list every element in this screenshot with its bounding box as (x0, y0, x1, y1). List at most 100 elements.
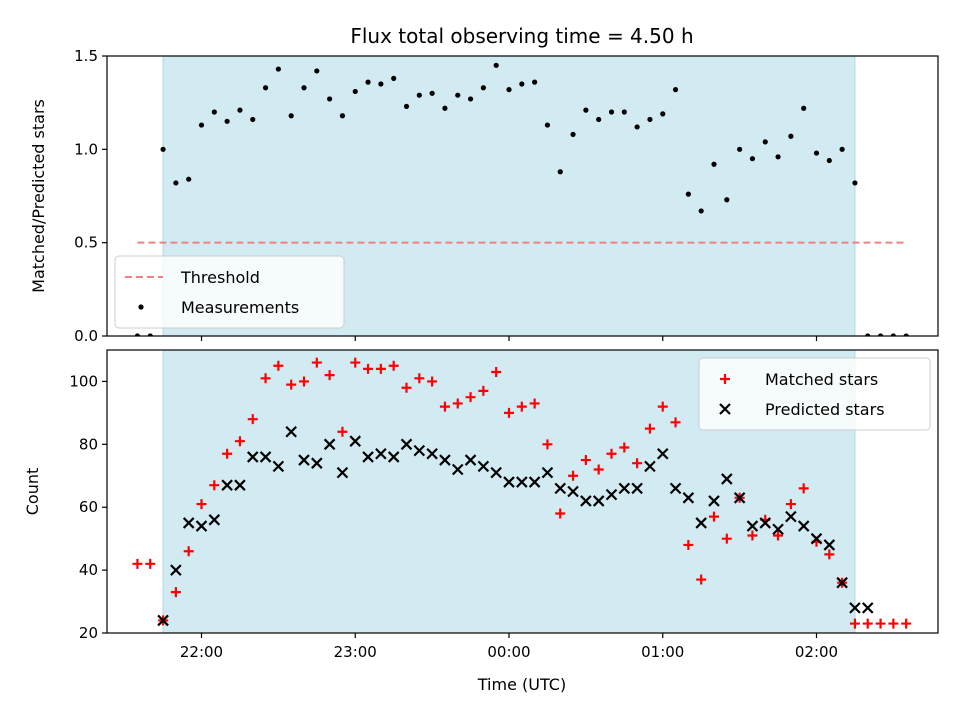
data-point (426, 447, 438, 460)
data-point (480, 85, 486, 91)
data-point (672, 87, 679, 93)
data-point (427, 376, 438, 387)
legend-label: Threshold (180, 268, 260, 287)
data-point (724, 197, 730, 203)
data-point (506, 87, 512, 93)
data-point (337, 426, 348, 437)
data-point (746, 520, 759, 532)
y-tick-label: 100 (69, 372, 98, 390)
data-point (464, 454, 477, 466)
data-point (747, 530, 758, 541)
x-tick-label: 23:00 (334, 643, 377, 661)
x-tick-label: 02:00 (795, 643, 838, 661)
data-point (788, 133, 794, 139)
data-point (861, 602, 874, 614)
data-point (749, 156, 756, 162)
data-point (596, 116, 602, 123)
data-point (644, 423, 655, 434)
data-point (605, 488, 618, 501)
data-point (490, 466, 502, 479)
y-tick-label: 0.0 (74, 327, 98, 345)
data-point (824, 549, 835, 560)
data-point (388, 360, 399, 371)
data-point (685, 191, 691, 197)
data-point (836, 576, 848, 589)
data-point (849, 618, 860, 629)
data-point (237, 107, 243, 113)
data-point (147, 333, 153, 336)
data-point (323, 438, 336, 451)
data-point (259, 451, 272, 463)
data-point (647, 116, 653, 123)
data-point (592, 495, 605, 507)
y-axis-title: Count (23, 468, 42, 516)
legend-marker-swatch (719, 403, 731, 415)
data-point (234, 436, 245, 447)
data-point (772, 523, 784, 536)
data-point (336, 466, 349, 479)
data-points (134, 62, 909, 336)
data-point (378, 81, 384, 87)
data-point (209, 480, 220, 491)
data-point (567, 485, 579, 498)
data-point (773, 530, 784, 541)
series-dot (134, 62, 909, 336)
data-point (314, 68, 320, 74)
data-point (711, 161, 717, 167)
data-points (132, 357, 912, 629)
data-point (823, 539, 836, 551)
data-point (250, 116, 256, 123)
data-point (285, 425, 297, 438)
data-point (173, 180, 179, 186)
data-point (554, 482, 567, 495)
data-point (416, 92, 422, 98)
data-point (583, 107, 589, 113)
data-point (555, 508, 566, 519)
chart-title: Flux total observing time = 4.50 h (350, 24, 693, 48)
data-point (451, 463, 464, 476)
data-point (721, 473, 733, 485)
data-point (286, 379, 297, 390)
data-point (656, 447, 669, 460)
data-point (311, 357, 322, 368)
legend-box (114, 255, 345, 329)
data-point (733, 492, 746, 504)
data-point (183, 546, 194, 557)
y-tick-label: 1.0 (74, 140, 98, 158)
data-point (528, 476, 541, 488)
data-point (349, 435, 362, 447)
data-point (324, 370, 335, 381)
data-point (709, 511, 719, 522)
data-point (557, 169, 563, 175)
y-tick-label: 0.5 (74, 234, 98, 252)
count-panel: 20 40 60 80 100 22:00 23:00 00:00 01:00 02:00 Coun… (23, 349, 939, 661)
data-point (849, 602, 861, 614)
data-point (375, 447, 387, 460)
data-point (798, 483, 809, 494)
data-point (352, 88, 358, 95)
data-point (439, 401, 450, 412)
data-point (273, 360, 284, 371)
data-point (311, 457, 323, 469)
data-point (363, 363, 374, 374)
data-point (262, 85, 269, 91)
data-point (813, 150, 820, 156)
data-point (186, 176, 192, 182)
data-point (414, 373, 425, 384)
plot-frame (106, 55, 939, 337)
data-point (221, 479, 233, 491)
data-point (544, 122, 551, 128)
data-point (234, 479, 246, 491)
data-point (516, 476, 528, 488)
data-point (698, 208, 704, 214)
x-tick-label: 22:00 (180, 643, 223, 661)
data-point (198, 122, 205, 128)
data-point (145, 558, 156, 569)
data-point (391, 75, 397, 81)
data-point (211, 109, 217, 115)
y-tick-label: 20 (79, 624, 98, 642)
data-point (797, 520, 810, 532)
x-tick-label: 00:00 (487, 643, 530, 661)
data-point (387, 451, 400, 463)
data-point (644, 460, 656, 473)
